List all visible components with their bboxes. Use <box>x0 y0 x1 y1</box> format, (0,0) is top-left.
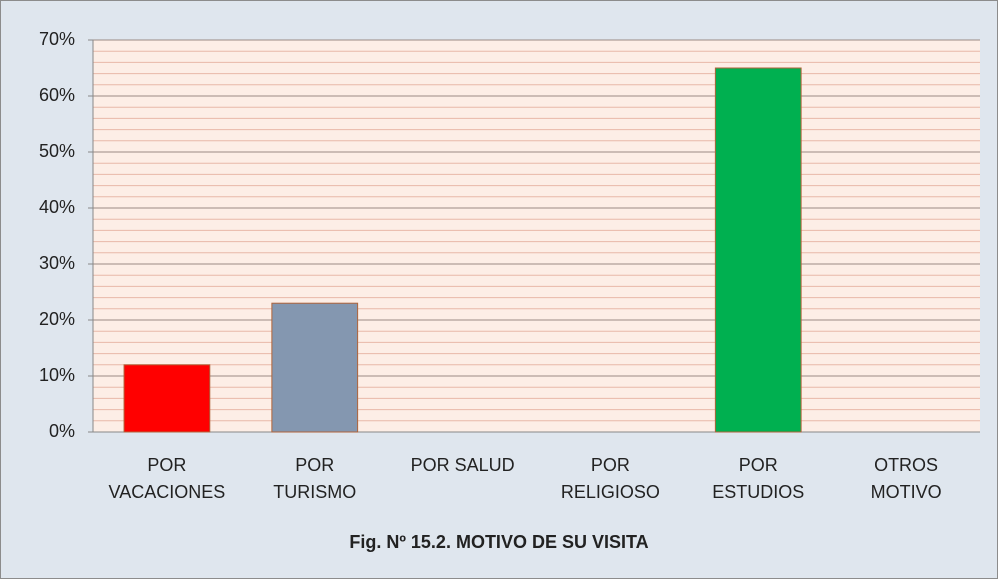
bar <box>714 67 802 433</box>
bar <box>271 302 359 433</box>
chart-title: Fig. Nº 15.2. MOTIVO DE SU VISITA <box>349 532 649 552</box>
y-tick-label: 40% <box>39 197 75 217</box>
x-tick-label: OTROS MOTIVO <box>870 455 942 502</box>
x-tick-label: POR ESTUDIOS <box>712 455 805 502</box>
x-tick-label: POR VACACIONES <box>108 455 226 502</box>
y-tick-label: 30% <box>39 253 75 273</box>
y-tick-label: 10% <box>39 365 75 385</box>
x-tick-label: POR TURISMO <box>273 455 357 502</box>
x-tick-label: POR SALUD <box>410 455 515 475</box>
y-tick-label: 50% <box>39 141 75 161</box>
y-tick-label: 20% <box>39 309 75 329</box>
y-tick-label: 70% <box>39 29 75 49</box>
x-tick-label: POR RELIGIOSO <box>560 455 660 502</box>
bar <box>123 364 211 433</box>
plot-area <box>93 40 980 432</box>
y-tick-label: 60% <box>39 85 75 105</box>
y-tick-label: 0% <box>49 421 75 441</box>
